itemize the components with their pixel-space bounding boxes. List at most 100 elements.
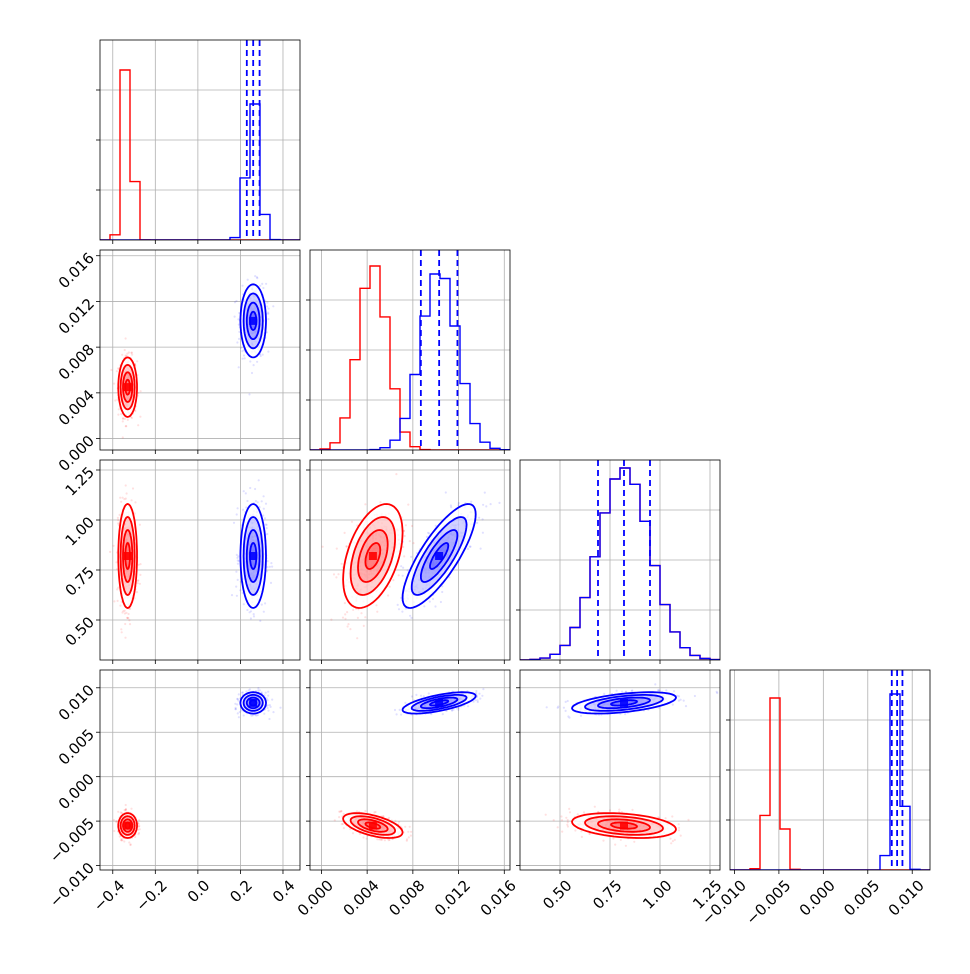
scatter-point bbox=[255, 500, 257, 502]
scatter-point bbox=[117, 517, 119, 519]
scatter-point bbox=[120, 628, 122, 630]
scatter-point bbox=[399, 709, 401, 711]
scatter-point bbox=[398, 574, 400, 576]
scatter-point bbox=[620, 839, 622, 841]
density-peak bbox=[620, 822, 628, 830]
scatter-point bbox=[128, 613, 130, 615]
scatter-point bbox=[237, 563, 239, 565]
scatter-point bbox=[241, 350, 243, 352]
scatter-point bbox=[409, 540, 411, 542]
scatter-point bbox=[110, 369, 112, 371]
scatter-point bbox=[442, 713, 444, 715]
scatter-point bbox=[671, 815, 673, 817]
scatter-point bbox=[259, 689, 261, 691]
scatter-point bbox=[237, 712, 239, 714]
scatter-point bbox=[121, 354, 123, 356]
scatter-point bbox=[469, 546, 471, 548]
scatter-point bbox=[244, 357, 246, 359]
scatter-point bbox=[407, 831, 409, 833]
scatter-point bbox=[484, 492, 486, 494]
scatter-point bbox=[364, 503, 366, 505]
scatter-point bbox=[467, 705, 469, 707]
scatter-point bbox=[269, 566, 271, 568]
scatter-point bbox=[251, 372, 253, 374]
scatter-point bbox=[137, 424, 139, 426]
scatter-point bbox=[409, 826, 411, 828]
scatter-point bbox=[253, 615, 255, 617]
density-peak bbox=[124, 383, 132, 391]
scatter-point bbox=[131, 354, 133, 356]
scatter-point bbox=[457, 709, 459, 711]
scatter-point bbox=[404, 702, 406, 704]
scatter-point bbox=[117, 519, 119, 521]
scatter-point bbox=[239, 711, 241, 713]
scatter-point bbox=[125, 425, 127, 427]
scatter-point bbox=[129, 623, 131, 625]
panel-1-0 bbox=[100, 250, 300, 450]
scatter-point bbox=[270, 562, 272, 564]
scatter-point bbox=[342, 617, 344, 619]
scatter-point bbox=[475, 699, 477, 701]
scatter-point bbox=[672, 840, 674, 842]
scatter-point bbox=[231, 594, 233, 596]
scatter-point bbox=[121, 812, 123, 814]
scatter-point bbox=[357, 617, 359, 619]
scatter-point bbox=[139, 563, 141, 565]
scatter-point bbox=[240, 347, 242, 349]
density-peak bbox=[124, 822, 132, 830]
scatter-point bbox=[389, 586, 391, 588]
scatter-point bbox=[238, 693, 240, 695]
scatter-point bbox=[265, 283, 267, 285]
scatter-point bbox=[266, 566, 268, 568]
scatter-point bbox=[265, 523, 267, 525]
scatter-point bbox=[351, 521, 353, 523]
scatter-point bbox=[128, 619, 130, 621]
scatter-point bbox=[139, 416, 141, 418]
scatter-point bbox=[267, 313, 269, 315]
scatter-point bbox=[674, 839, 676, 841]
scatter-point bbox=[567, 825, 569, 827]
scatter-point bbox=[612, 837, 614, 839]
panel-2-1 bbox=[310, 460, 510, 660]
scatter-point bbox=[477, 699, 479, 701]
scatter-point bbox=[335, 576, 337, 578]
scatter-point bbox=[402, 541, 404, 543]
scatter-point bbox=[403, 555, 405, 557]
scatter-point bbox=[136, 360, 138, 362]
scatter-point bbox=[346, 611, 348, 613]
scatter-point bbox=[265, 692, 267, 694]
scatter-point bbox=[130, 808, 132, 810]
panel-2-2 bbox=[516, 460, 720, 660]
scatter-point bbox=[125, 612, 127, 614]
density-peak bbox=[249, 552, 257, 560]
scatter-point bbox=[476, 522, 478, 524]
scatter-point bbox=[694, 695, 696, 697]
scatter-point bbox=[267, 318, 269, 320]
scatter-point bbox=[125, 808, 127, 810]
scatter-point bbox=[567, 821, 569, 823]
scatter-point bbox=[352, 832, 354, 834]
scatter-point bbox=[117, 600, 119, 602]
scatter-point bbox=[238, 716, 240, 718]
density-peak bbox=[369, 552, 377, 560]
scatter-point bbox=[478, 517, 480, 519]
scatter-point bbox=[423, 605, 425, 607]
scatter-point bbox=[267, 699, 269, 701]
scatter-point bbox=[129, 844, 131, 846]
scatter-point bbox=[139, 574, 141, 576]
scatter-point bbox=[266, 305, 268, 307]
scatter-point bbox=[248, 689, 250, 691]
scatter-point bbox=[402, 567, 404, 569]
scatter-point bbox=[400, 565, 402, 567]
scatter-point bbox=[113, 830, 115, 832]
scatter-point bbox=[127, 617, 129, 619]
scatter-point bbox=[347, 625, 349, 627]
scatter-point bbox=[241, 285, 243, 287]
scatter-point bbox=[609, 809, 611, 811]
scatter-point bbox=[236, 595, 238, 597]
scatter-point bbox=[376, 838, 378, 840]
scatter-point bbox=[241, 692, 243, 694]
scatter-point bbox=[402, 546, 404, 548]
scatter-point bbox=[344, 618, 346, 620]
scatter-point bbox=[139, 524, 141, 526]
